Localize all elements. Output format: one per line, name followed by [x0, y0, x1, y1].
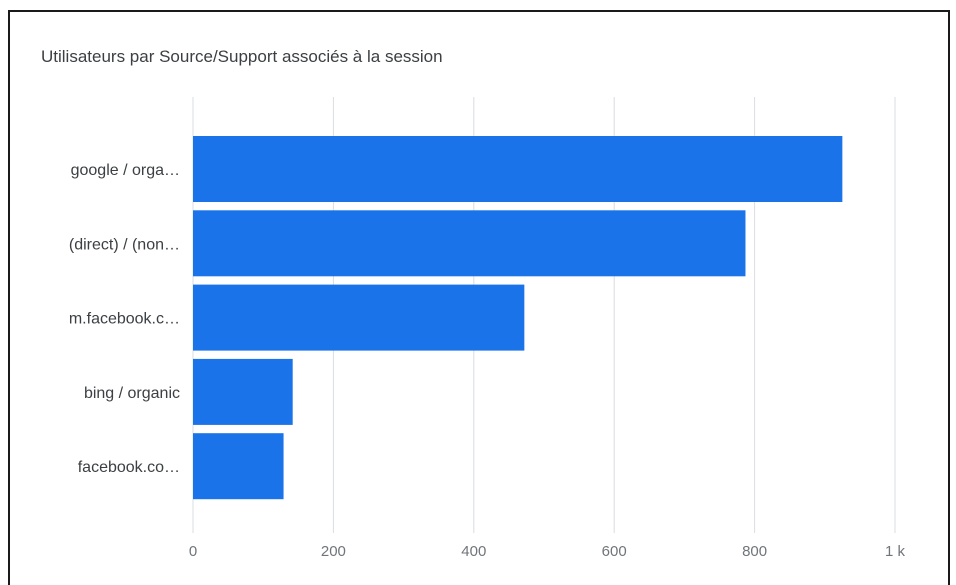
bar-2[interactable]: [193, 284, 525, 351]
category-label: m.facebook.c…: [69, 311, 180, 328]
x-tick-label: 0: [189, 543, 197, 560]
bar-3[interactable]: [193, 358, 293, 425]
category-label: bing / organic: [84, 385, 180, 402]
bar-0[interactable]: [193, 136, 843, 202]
chart-title: Utilisateurs par Source/Support associés…: [41, 47, 443, 66]
bar-1[interactable]: [193, 210, 746, 277]
x-tick-label: 200: [321, 543, 346, 560]
bar-4[interactable]: [193, 433, 284, 500]
x-tick-label: 800: [742, 543, 767, 560]
x-tick-label: 400: [461, 543, 486, 560]
x-tick-label: 600: [602, 543, 627, 560]
category-label: google / orga…: [71, 162, 180, 179]
category-label: facebook.co…: [78, 459, 180, 476]
category-label: (direct) / (non…: [69, 236, 180, 253]
x-tick-label: 1 k: [885, 543, 906, 560]
